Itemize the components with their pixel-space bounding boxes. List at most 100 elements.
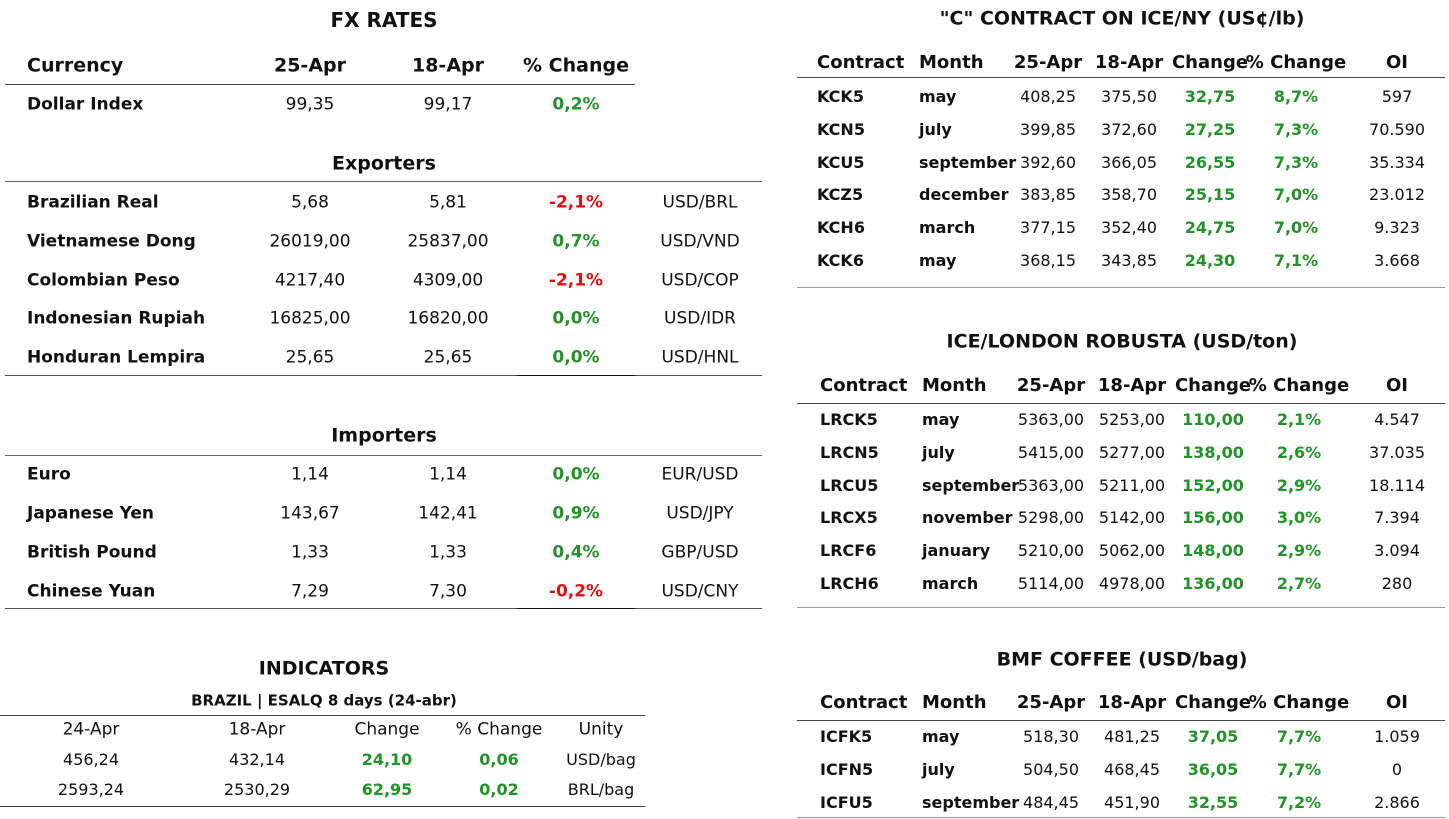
cell: KCK6 [817, 251, 864, 270]
cell: may [919, 251, 957, 270]
cell: 4.547 [1374, 410, 1420, 429]
cell: 7,7% [1276, 727, 1322, 746]
cell: 0,0% [552, 464, 600, 485]
cell: 8,7% [1273, 87, 1319, 106]
cell: 0,4% [552, 542, 600, 563]
cell: 7,3% [1273, 119, 1319, 139]
cell: 7,7% [1276, 759, 1322, 779]
row-label: Honduran Lempira [27, 347, 206, 368]
cell: 136,00 [1182, 574, 1244, 593]
cell: 138,00 [1182, 442, 1244, 462]
cell: 2,6% [1276, 442, 1322, 462]
cell: LRCN5 [820, 442, 879, 462]
cell: 5363,00 [1017, 475, 1085, 495]
section-title: INDICATORS [258, 657, 390, 680]
section-title: BMF COFFEE (USD/bag) [996, 648, 1248, 671]
cell: 32,55 [1187, 792, 1239, 812]
cell: 2,7% [1276, 574, 1322, 593]
cell: 2,9% [1276, 475, 1322, 495]
cell: 35.334 [1369, 152, 1425, 172]
cell: BRL/bag [567, 780, 635, 799]
rule [5, 375, 762, 376]
column-header: Unity [578, 719, 624, 740]
row-label: Colombian Peso [27, 270, 180, 291]
cell: 1.059 [1374, 727, 1420, 746]
cell: 24,30 [1184, 251, 1236, 270]
cell: USD/CNY [661, 581, 739, 602]
column-header: Currency [27, 54, 124, 77]
column-header: Change [1174, 692, 1252, 713]
cell: 2,1% [1276, 410, 1322, 429]
cell: november [922, 508, 1013, 528]
column-header: Change [354, 719, 420, 740]
cell: 5,68 [291, 192, 329, 213]
column-header: % Change [455, 719, 543, 740]
column-header: Change [1174, 375, 1252, 396]
cell: 366,05 [1101, 152, 1157, 172]
column-header: Contract [817, 52, 905, 73]
row-label: Dollar Index [27, 94, 144, 115]
cell: 5062,00 [1098, 541, 1166, 561]
cell: 5277,00 [1098, 442, 1166, 462]
column-header: Month [922, 692, 987, 713]
column-header: OI [1386, 52, 1408, 73]
cell: 2593,24 [57, 780, 125, 799]
cell: 280 [1381, 574, 1413, 593]
column-header: 25-Apr [1016, 375, 1086, 396]
cell: 142,41 [418, 503, 478, 524]
cell: 518,30 [1023, 727, 1079, 746]
cell: march [919, 218, 976, 238]
cell: 5142,00 [1098, 508, 1166, 528]
rule [797, 720, 1445, 721]
column-header: 25-Apr [1016, 692, 1086, 713]
column-header: Contract [820, 375, 908, 396]
cell: 1,14 [291, 464, 329, 485]
cell: -0,2% [548, 581, 604, 602]
cell: 7,30 [429, 581, 467, 602]
cell: USD/COP [661, 270, 739, 291]
cell: 7,29 [291, 581, 329, 602]
cell: 27,25 [1184, 119, 1236, 139]
section-title: "C" CONTRACT ON ICE/NY (US¢/lb) [939, 7, 1305, 30]
cell: july [919, 119, 952, 139]
cell: 5114,00 [1017, 574, 1085, 593]
cell: 372,60 [1101, 119, 1157, 139]
section-title: FX RATES [330, 8, 438, 32]
cell: KCZ5 [817, 185, 864, 205]
cell: KCK5 [817, 87, 864, 106]
column-header: % Change [523, 54, 629, 77]
cell: july [922, 759, 955, 779]
cell: ICFU5 [820, 792, 873, 812]
cell: 3,0% [1276, 508, 1322, 528]
row-label: British Pound [27, 542, 157, 563]
cell: 148,00 [1182, 541, 1244, 561]
cell: LRCU5 [820, 475, 879, 495]
column-header: 18-Apr [1097, 375, 1167, 396]
cell: may [922, 727, 960, 746]
row-label: Japanese Yen [27, 503, 155, 524]
cell: 4217,40 [274, 270, 346, 291]
column-header: 24-Apr [62, 719, 120, 740]
cell: 5298,00 [1017, 508, 1085, 528]
cell: 484,45 [1023, 792, 1079, 812]
cell: 7.394 [1374, 508, 1420, 528]
cell: ICFN5 [820, 759, 874, 779]
row-label: Brazilian Real [27, 192, 159, 213]
cell: -2,1% [548, 192, 604, 213]
cell: LRCX5 [820, 508, 878, 528]
cell: 7,3% [1273, 152, 1319, 172]
cell: 99,17 [423, 94, 473, 115]
cell: 4309,00 [412, 270, 484, 291]
cell: 2,9% [1276, 541, 1322, 561]
cell: USD/JPY [666, 503, 734, 524]
cell: USD/bag [566, 750, 636, 769]
cell: 597 [1381, 87, 1413, 106]
column-header: % Change [1245, 52, 1347, 73]
row-label: Chinese Yuan [27, 581, 156, 602]
cell: 23.012 [1369, 185, 1425, 205]
cell: 25,15 [1184, 185, 1236, 205]
rule [797, 817, 1445, 818]
cell: may [919, 87, 957, 106]
cell: 18.114 [1369, 475, 1425, 495]
